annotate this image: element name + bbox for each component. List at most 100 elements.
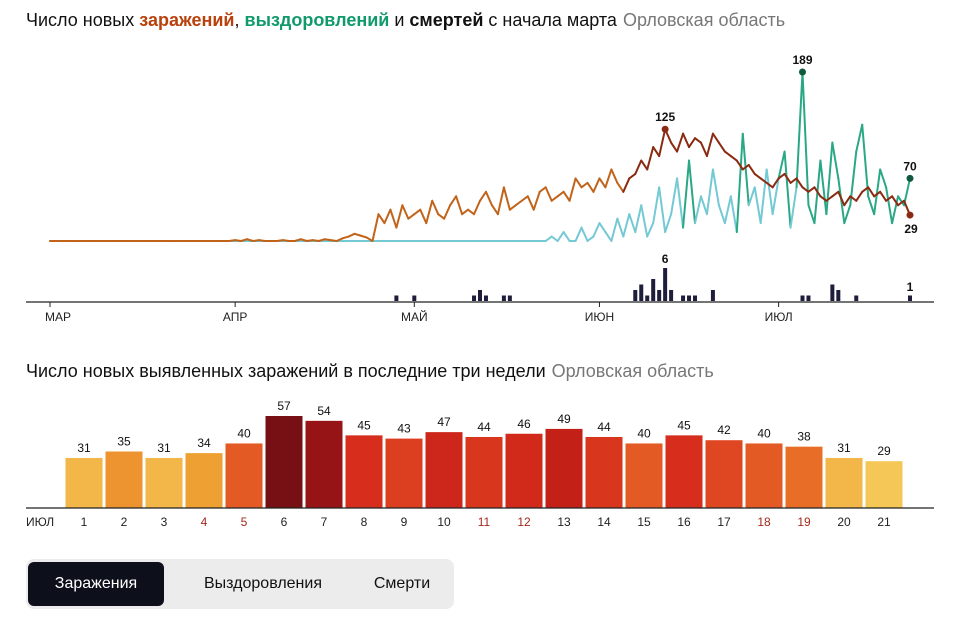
recoveries-line-segment [598, 222, 607, 234]
day-bar [385, 438, 423, 508]
day-value-label: 44 [597, 420, 611, 434]
recoveries-line-segment [825, 141, 834, 216]
infections-line-segment [771, 177, 780, 189]
deaths-bar [693, 295, 697, 301]
deaths-bar [507, 295, 512, 301]
infections-line-segment [532, 190, 541, 211]
day-bar [785, 446, 823, 508]
chart2-region: Орловская область [551, 361, 714, 381]
infections-line-segment [401, 204, 410, 220]
tab-recoveries[interactable]: Выздоровления [204, 575, 322, 592]
infections-line-segment [359, 234, 368, 239]
infections-line-segment [383, 208, 392, 225]
month-label: ИЮЛ [765, 310, 793, 324]
infections-line-segment [843, 195, 852, 207]
metric-tabs: Заражения Выздоровления Смерти [26, 559, 454, 609]
infections-line-segment [484, 190, 493, 207]
day-tick-label: 13 [557, 515, 571, 529]
day-tick-label: 6 [281, 515, 288, 529]
recoveries-line-segment [897, 195, 906, 207]
month-label: ИЮН [585, 310, 614, 324]
infections-line-segment [670, 141, 679, 153]
day-tick-label: 7 [321, 515, 328, 529]
recoveries-line-segment [729, 195, 738, 234]
day-bar [585, 436, 623, 508]
infections-line-segment [371, 213, 380, 242]
infections-line-segment [813, 186, 822, 198]
infections-line-segment [837, 190, 846, 207]
infections-line-segment [729, 155, 738, 162]
day-value-label: 35 [117, 435, 131, 449]
infections-line-segment [490, 204, 499, 216]
recoveries-line-segment [711, 168, 720, 207]
infections-line-segment [699, 141, 708, 158]
infections-line-segment [873, 190, 882, 198]
recoveries-line-segment [861, 123, 870, 198]
infections-line-segment [395, 204, 404, 229]
infections-line-segment [634, 159, 643, 175]
recoveries-line-segment [616, 217, 625, 238]
tab-infections[interactable]: Заражения [28, 562, 164, 606]
infections-line-segment [455, 195, 464, 216]
infections-line-segment [783, 172, 792, 184]
chart1-region: Орловская область [622, 10, 786, 30]
infections-line-segment [538, 186, 547, 193]
recoveries-line-segment [676, 177, 685, 229]
infections-line-segment [258, 239, 266, 242]
recoveries-line-segment [801, 71, 810, 207]
infections-line-segment [765, 181, 774, 189]
infections-line-segment [604, 168, 613, 189]
day-value-label: 45 [677, 418, 691, 432]
recoveries-line-segment [705, 168, 714, 216]
day-tick-label: 15 [637, 515, 651, 529]
infections-line-segment [831, 190, 840, 198]
month-label: МАЙ [401, 309, 428, 324]
title-sep2: и [389, 10, 410, 30]
day-tick-label: 14 [597, 515, 611, 529]
day-value-label: 38 [797, 430, 811, 444]
day-tick-label: 21 [877, 515, 891, 529]
infections-line-segment [777, 172, 786, 180]
day-value-label: 42 [717, 423, 731, 437]
chart2-title-text: Число новых выявленных заражений в после… [26, 361, 546, 381]
chart2-month-label: ИЮЛ [26, 515, 54, 529]
recoveries-line-segment [574, 226, 583, 242]
infections-line-segment [628, 172, 637, 180]
recoveries-line-segment [807, 204, 816, 225]
infections-line-segment [413, 208, 422, 216]
infections-line-segment [335, 237, 344, 242]
infections-line-segment [311, 239, 320, 242]
day-value-label: 31 [77, 441, 91, 455]
infections-end-dot [906, 211, 914, 219]
day-bar [665, 435, 703, 508]
recoveries-line-segment [610, 217, 619, 242]
infections-line-segment [592, 177, 601, 193]
infections-line-segment [819, 195, 828, 202]
tab-deaths[interactable]: Смерти [373, 575, 431, 592]
infections-line-segment [347, 232, 356, 238]
infections-line-segment [431, 199, 440, 216]
deaths-bar [483, 295, 488, 301]
day-bar [65, 457, 103, 508]
day-bar [265, 416, 303, 508]
infections-line-segment [897, 199, 906, 207]
infections-line-segment [562, 190, 571, 202]
infections-line-segment [479, 190, 487, 202]
deaths-bar [657, 290, 662, 301]
day-value-label: 47 [437, 415, 451, 429]
infections-line-segment [377, 213, 386, 225]
recoveries-line-segment [670, 177, 679, 216]
day-tick-label: 5 [241, 515, 248, 529]
recoveries-line-segment [873, 168, 882, 216]
recoveries-line-segment [628, 213, 637, 234]
day-bar [465, 436, 503, 508]
infections-line-segment [496, 186, 505, 216]
infections-line-segment [389, 208, 398, 229]
infections-line-segment [861, 186, 870, 193]
infections-line-segment [281, 239, 290, 242]
day-value-label: 31 [837, 441, 851, 455]
recoveries-line-segment [759, 168, 768, 225]
infections-line-segment [365, 236, 374, 242]
infections-line-segment [323, 238, 332, 242]
infections-line-segment [556, 190, 565, 198]
